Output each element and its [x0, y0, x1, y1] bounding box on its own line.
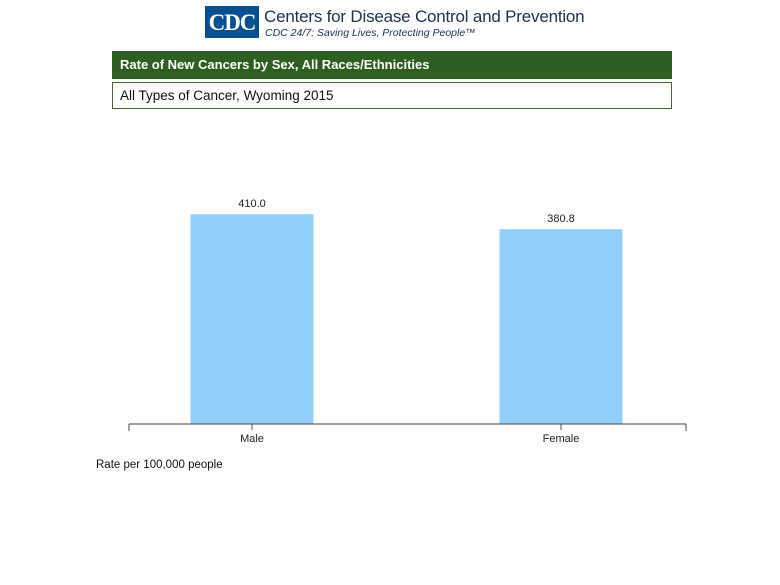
org-name: Centers for Disease Control and Preventi…: [264, 7, 585, 26]
bar-female: [499, 229, 623, 424]
chart-subtitle: All Types of Cancer, Wyoming 2015: [112, 82, 672, 109]
footnote: Rate per 100,000 people: [96, 459, 223, 471]
bar-male: [190, 214, 314, 424]
tick-label-female: Female: [543, 433, 580, 445]
chart-title: Rate of New Cancers by Sex, All Races/Et…: [112, 51, 672, 79]
tagline: CDC 24/7: Saving Lives, Protecting Peopl…: [265, 27, 476, 39]
cdc-header: CDC Centers for Disease Control and Prev…: [205, 6, 585, 40]
cdc-logo: CDC: [205, 6, 259, 38]
tick-label-male: Male: [240, 433, 264, 445]
data-label-female: 380.8: [547, 213, 575, 225]
data-label-male: 410.0: [238, 198, 266, 210]
